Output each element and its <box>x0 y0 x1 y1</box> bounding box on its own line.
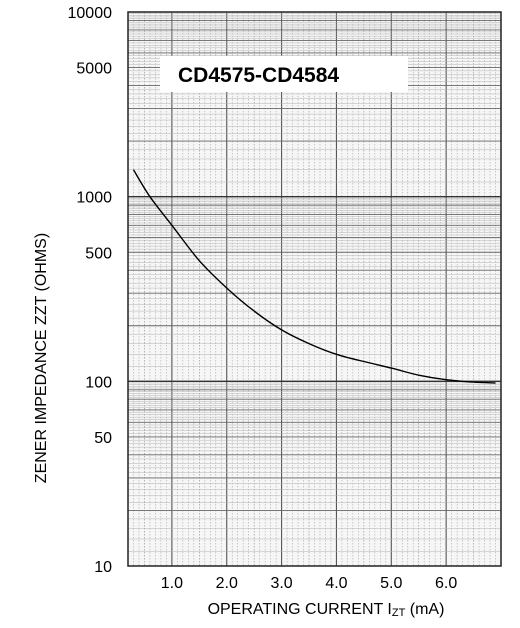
y-axis-label: ZENER IMPEDANCE ZZT (OHMS) <box>33 233 50 483</box>
y-tick-label: 10000 <box>68 5 113 22</box>
x-tick-label: 1.0 <box>161 575 183 592</box>
x-axis-label: OPERATING CURRENT IZT (mA) <box>208 601 445 619</box>
y-tick-label: 5000 <box>76 61 112 78</box>
y-tick-label: 100 <box>85 374 112 391</box>
series-layer <box>132 169 496 384</box>
y-tick-label: 1000 <box>76 190 112 207</box>
x-tick-label: 6.0 <box>435 575 457 592</box>
x-axis-label-subscript: ZT <box>392 607 406 619</box>
x-tick-label: 4.0 <box>325 575 347 592</box>
x-axis-label-main: OPERATING CURRENT I <box>208 601 392 618</box>
plot-frame <box>127 11 502 567</box>
x-tick-labels: 1.0 2.0 3.0 4.0 5.0 6.0 <box>161 575 458 592</box>
y-tick-labels: 10000 5000 1000 500 100 50 10 <box>68 5 113 576</box>
chart-title: CD4575-CD4584 <box>178 64 339 87</box>
impedance-curve <box>132 169 496 384</box>
y-tick-label: 500 <box>85 245 112 262</box>
x-tick-label: 3.0 <box>270 575 292 592</box>
x-axis-label-unit: (mA) <box>405 601 444 618</box>
x-tick-label: 2.0 <box>216 575 238 592</box>
x-tick-label: 5.0 <box>380 575 402 592</box>
y-tick-label: 50 <box>94 430 112 447</box>
title-box <box>160 56 408 92</box>
y-tick-label: 10 <box>94 559 112 576</box>
